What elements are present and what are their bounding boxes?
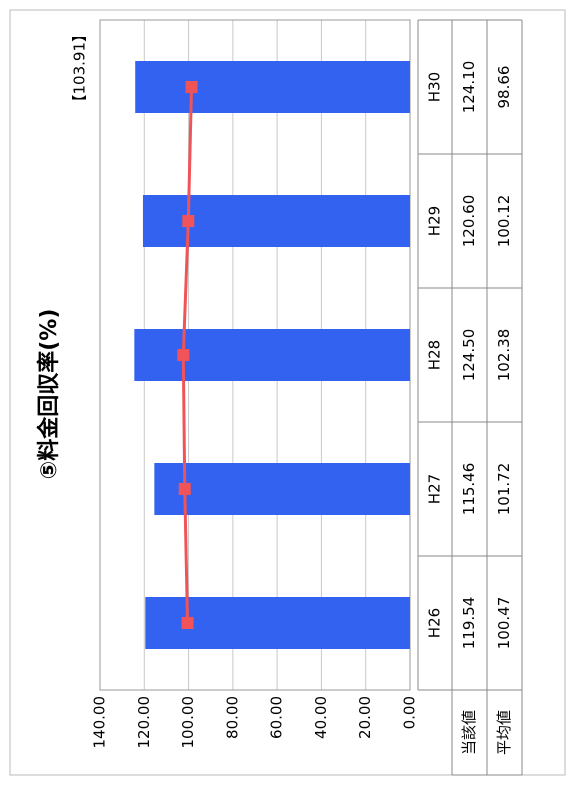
table-value: 115.46: [460, 463, 478, 516]
x-tick-label: H29: [426, 206, 444, 236]
x-tick-label: H28: [426, 340, 444, 370]
y-tick-label: 100.00: [179, 696, 197, 749]
bar: [145, 597, 410, 649]
x-tick-label: H30: [426, 72, 444, 102]
x-tick-label: H26: [426, 608, 444, 638]
y-tick-label: 0.00: [401, 696, 419, 729]
marker: [185, 81, 198, 93]
bar: [142, 195, 410, 247]
table-value: 101.72: [495, 463, 513, 516]
y-tick-label: 140.00: [91, 696, 109, 749]
annotation: 【103.91】: [71, 27, 89, 110]
table-value: 119.54: [460, 597, 478, 650]
y-tick-label: 60.00: [268, 696, 286, 739]
table-value: 100.12: [495, 195, 513, 248]
table-value: 124.50: [460, 329, 478, 382]
row-label: 平均値: [495, 710, 513, 755]
table-value: 100.47: [495, 597, 513, 650]
table-value: 124.10: [460, 61, 478, 114]
bar: [154, 463, 410, 515]
row-label: 当該値: [460, 710, 478, 755]
frame: [9, 9, 566, 776]
y-tick-label: 20.00: [356, 696, 374, 739]
chart-title: ⑤料金回収率(%): [36, 309, 62, 480]
marker: [181, 617, 194, 629]
y-tick-label: 80.00: [223, 696, 241, 739]
table-value: 120.60: [460, 195, 478, 248]
x-tick-label: H27: [426, 474, 444, 504]
table-value: 102.38: [495, 329, 513, 382]
marker: [182, 215, 195, 227]
y-tick-label: 120.00: [135, 696, 153, 749]
y-tick-label: 40.00: [312, 696, 330, 739]
marker: [178, 483, 191, 495]
table-value: 98.66: [495, 66, 513, 109]
bar: [135, 61, 410, 113]
bar: [134, 329, 410, 381]
marker: [177, 349, 190, 361]
